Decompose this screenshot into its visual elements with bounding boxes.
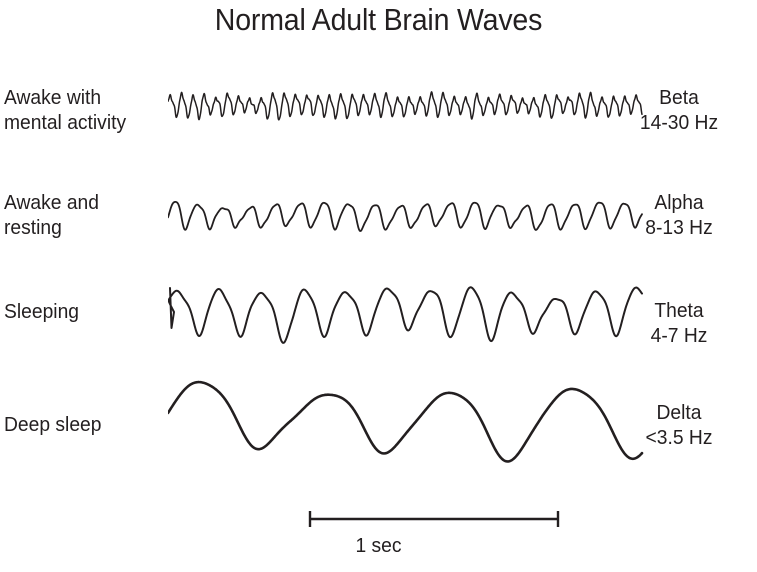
state-label-theta-line1: Sleeping: [4, 300, 80, 323]
band-label-beta: Beta 14-30 Hz: [609, 85, 750, 135]
band-label-theta-name: Theta: [654, 299, 704, 322]
band-label-delta-range: <3.5 Hz: [645, 426, 713, 449]
band-label-beta-range: 14-30 Hz: [639, 111, 719, 134]
band-label-theta: Theta 4-7 Hz: [609, 298, 750, 348]
page-title: Normal Adult Brain Waves: [214, 2, 543, 37]
trace-alpha: [168, 188, 648, 244]
band-label-delta-name: Delta: [656, 401, 702, 424]
band-label-alpha: Alpha 8-13 Hz: [609, 190, 750, 240]
state-label-alpha: Awake and resting: [4, 190, 154, 240]
trace-beta: [168, 82, 648, 130]
state-label-beta-line1: Awake with: [4, 86, 102, 109]
state-label-beta-line2: mental activity: [4, 111, 127, 134]
scale-bar-caption: 1 sec: [355, 534, 402, 557]
trace-delta: [168, 372, 648, 466]
band-label-alpha-name: Alpha: [654, 191, 704, 214]
state-label-alpha-line2: resting: [4, 216, 62, 239]
state-label-theta: Sleeping: [4, 299, 154, 324]
band-label-delta: Delta <3.5 Hz: [609, 400, 750, 450]
trace-theta: [168, 272, 648, 348]
state-label-alpha-line1: Awake and: [4, 191, 99, 214]
time-scale-bar: [0, 505, 757, 531]
band-label-alpha-range: 8-13 Hz: [645, 216, 713, 239]
state-label-delta: Deep sleep: [4, 412, 154, 437]
state-label-delta-line1: Deep sleep: [4, 413, 102, 436]
band-label-beta-name: Beta: [659, 86, 699, 109]
band-label-theta-range: 4-7 Hz: [650, 324, 708, 347]
state-label-beta: Awake with mental activity: [4, 85, 154, 135]
